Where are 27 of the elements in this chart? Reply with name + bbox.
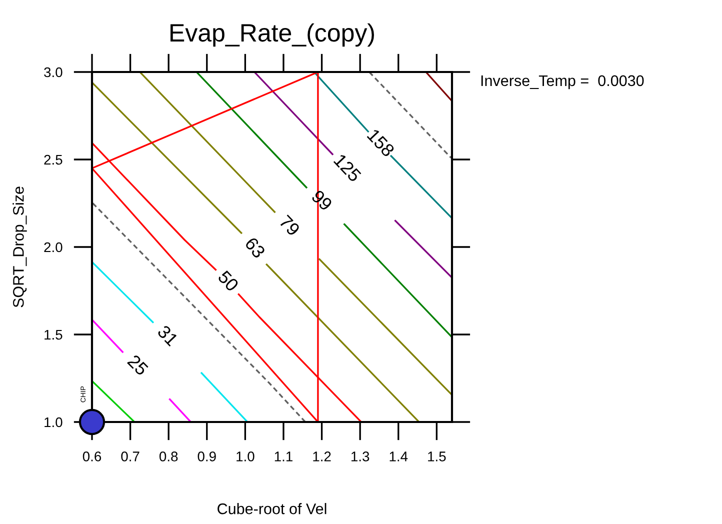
y-tick-label: 1.5 <box>44 330 62 340</box>
x-axis-title: Cube-root of Vel <box>218 503 326 514</box>
y-tick-label: 2.0 <box>44 242 62 252</box>
x-tick-label: 1.3 <box>351 452 370 462</box>
text: 50 <box>217 270 240 292</box>
text: 63 <box>244 236 266 259</box>
y-tick-label: 2.5 <box>44 154 62 165</box>
text: 79 <box>278 214 301 237</box>
x-tick-label: 1.4 <box>390 452 408 462</box>
x-tick-label: 0.9 <box>198 452 216 462</box>
text: 125 <box>333 153 362 183</box>
x-tick-label: 0.7 <box>121 452 140 462</box>
text: 25 <box>126 354 149 376</box>
text: 158 <box>366 128 396 158</box>
text: 99 <box>310 189 333 212</box>
x-tick-label: 1.2 <box>313 452 331 462</box>
x-tick-label: 1.0 <box>236 452 254 462</box>
chart-title: Evap_Rate_(copy) <box>170 23 374 47</box>
y-axis-title: SQRT_Drop_Size <box>12 186 27 308</box>
y-tick-label: 3.0 <box>44 67 62 78</box>
text: 31 <box>156 324 179 347</box>
x-tick-label: 1.5 <box>428 452 446 462</box>
x-tick-label: 1.1 <box>274 452 292 462</box>
text: Inverse_Temp = 0.0030 <box>481 75 644 90</box>
x-tick-label: 0.8 <box>159 452 178 462</box>
x-tick-label: 0.6 <box>82 452 102 462</box>
y-tick-label: 1.0 <box>44 417 62 428</box>
